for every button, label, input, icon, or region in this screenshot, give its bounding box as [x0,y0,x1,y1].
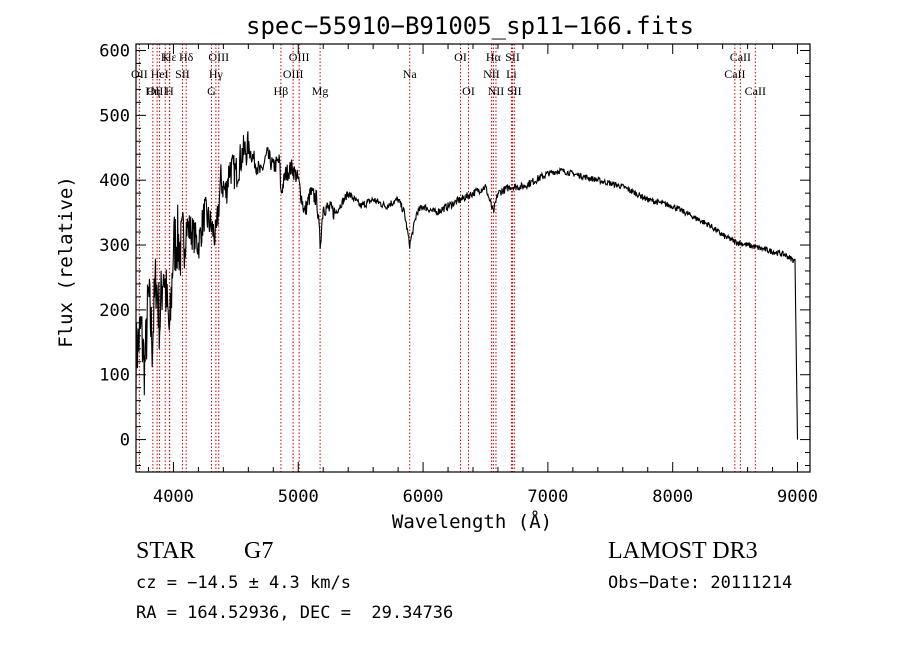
y-tick-label-5: 500 [99,106,130,126]
observation-date: Obs−Date: 20111214 [608,573,793,593]
marker-label-24: SII [507,84,522,98]
marker-label-11: G [207,84,216,98]
x-axis: 4000 5000 6000 7000 8000 9000 [147,44,818,507]
marker-label-4: HeI [151,67,169,81]
survey-name: LAMOST DR3 [608,538,758,564]
marker-label-16: Na [403,67,418,81]
marker-label-17: OI [454,50,467,64]
marker-label-6: SII [175,67,190,81]
marker-label-10: Hγ [209,67,224,81]
y-tick-label-0: 0 [120,431,130,451]
coordinates-readout: RA = 164.52936, DEC = 29.34736 [136,603,454,623]
marker-label-13: OIII [283,67,304,81]
y-tick-label-2: 200 [99,301,130,321]
marker-label-7: H [165,84,174,98]
marker-label-22: SII [505,50,520,64]
x-tick-label-2: 6000 [403,487,444,507]
x-tick-label-1: 5000 [278,487,319,507]
x-tick-label-4: 8000 [652,487,693,507]
marker-label-26: CaII [724,67,745,81]
marker-label-3: K [161,50,170,64]
x-axis-label: Wavelength (Å) [392,510,552,533]
marker-label-23: Li [506,67,517,81]
spectral-subclass: G7 [244,538,274,564]
marker-label-19: Hα [486,50,502,64]
x-tick-label-5: 9000 [777,487,818,507]
y-tick-label-3: 300 [99,236,130,256]
marker-label-1: OII [131,67,148,81]
x-tick-label-0: 4000 [153,487,194,507]
y-tick-label-4: 400 [99,171,130,191]
spectrum-line [135,131,799,440]
marker-label-12: OIII [289,50,310,64]
marker-label-27: CaII [745,84,766,98]
marker-label-14: Hβ [274,84,289,98]
marker-label-21: NII [488,84,505,98]
y-tick-label-6: 600 [99,41,130,61]
x-tick-label-3: 7000 [527,487,568,507]
chart-title: spec−55910−B91005_sp11−166.fits [246,12,694,40]
marker-label-15: Mg [312,84,329,98]
marker-label-25: CaII [730,50,751,64]
marker-label-2: OIII [147,84,168,98]
y-axis: 0 100 200 300 400 500 600 [99,41,810,467]
y-tick-label-1: 100 [99,366,130,386]
object-class: STAR [136,538,196,564]
plot-frame [135,43,811,473]
marker-label-5: Hη [145,84,160,98]
y-axis-label: Flux (relative) [55,176,77,348]
marker-label-8: Hδ [179,50,194,64]
marker-label-20: NII [483,67,500,81]
redshift-readout: cz = −14.5 ± 4.3 km/s [136,573,351,593]
marker-label-9: OIII [208,50,229,64]
marker-label-18: OI [462,84,475,98]
